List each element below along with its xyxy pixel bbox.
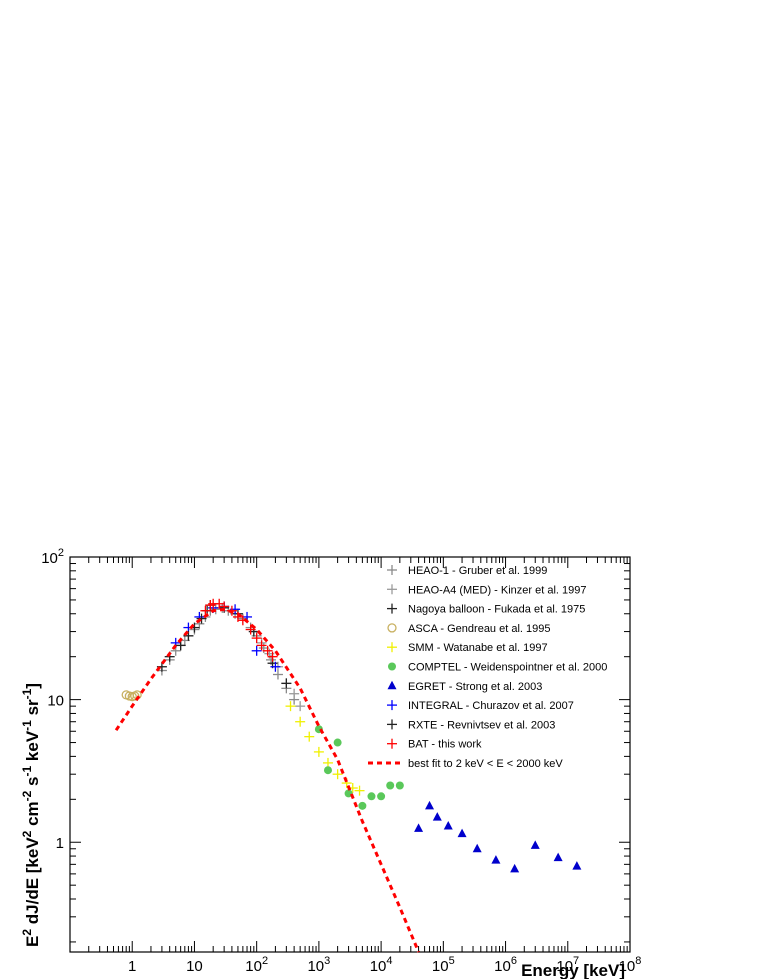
data-point [333,738,342,747]
data-point [414,823,424,832]
data-point [395,781,404,790]
data-point [553,852,563,862]
data-point [367,792,376,801]
x-axis-title: Energy [keV] [521,961,625,979]
series-6 [414,800,582,873]
legend-marker [388,662,396,671]
data-point [425,800,435,810]
series-10 [114,607,420,953]
legend-label: HEAO-A4 (MED) - Kinzer et al. 1997 [408,584,587,596]
series-7 [170,601,281,672]
data-point [510,863,520,873]
legend-label: INTEGRAL - Churazov et al. 2007 [408,700,574,712]
x-tick-label: 1 [128,958,136,975]
legend-label: HEAO-1 - Gruber et al. 1999 [408,565,547,577]
series-4 [285,701,365,796]
x-tick-label: 102 [245,955,268,975]
legend-label: Nagoya balloon - Fukada et al. 1975 [408,604,585,616]
x-tick-label: 105 [432,955,455,975]
data-point [530,840,540,849]
data-point [491,855,501,864]
data-point [323,766,332,775]
data-point [472,843,482,853]
legend-label: EGRET - Strong et al. 2003 [408,681,542,693]
y-tick-label: 10 [47,693,64,710]
legend-label: ASCA - Gendreau et al. 1995 [408,623,550,635]
legend-label: BAT - this work [408,739,482,751]
data-point [358,801,367,810]
data-point [377,792,386,801]
legend-label: SMM - Watanabe et al. 1997 [408,642,548,654]
legend-label: best fit to 2 keV < E < 2000 keV [408,758,563,770]
x-tick-labels: 1 10 102 103 104 105 106 107 108 [128,955,641,975]
fit-line [114,607,420,953]
legend-label: COMPTEL - Weidenspointner et al. 2000 [408,662,607,674]
legend: HEAO-1 - Gruber et al. 1999 HEAO-A4 (MED)… [368,565,607,770]
data-point [386,781,395,790]
series-2 [219,602,292,689]
x-tick-label: 104 [370,955,393,975]
x-tick-label: 107 [556,955,579,975]
y-tick-labels: 1 10 102 [41,547,64,852]
axis-ticks [69,557,630,952]
series-9 [200,598,278,662]
legend-label: RXTE - Revnivtsev et al. 2003 [408,719,555,731]
y-axis-title: E2 dJ/dE [keV2 cm-2 s-1 keV-1 sr-1] [20,683,42,947]
x-tick-label: 103 [307,955,330,975]
data-point [432,812,442,821]
data-point [457,828,467,838]
legend-marker [387,680,397,690]
legend-marker [387,623,397,633]
x-tick-label: 106 [494,955,517,975]
plot-frame [69,556,631,953]
data-point [443,820,453,830]
y-tick-label: 102 [41,547,64,567]
data-point [572,861,582,870]
data-series [114,598,582,953]
series-5 [314,725,404,810]
x-tick-label: 108 [619,955,642,975]
y-tick-label: 1 [56,835,64,852]
x-tick-label: 10 [186,958,203,975]
